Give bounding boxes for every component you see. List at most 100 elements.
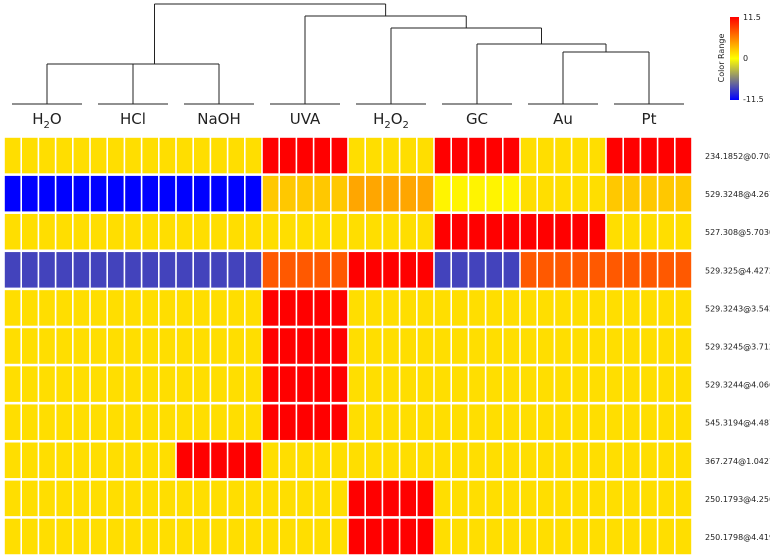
- heatmap-cell: [641, 213, 657, 250]
- heatmap-cell: [486, 252, 502, 288]
- heatmap-cell: [22, 480, 38, 517]
- heatmap-cell: [22, 328, 38, 364]
- row-label: 529.3244@4.06633: [705, 381, 770, 390]
- heatmap-cell: [56, 404, 72, 440]
- heatmap-cell: [555, 328, 571, 364]
- heatmap-cell: [572, 366, 588, 402]
- heatmap-cell: [280, 480, 296, 517]
- heatmap-cell: [503, 480, 520, 517]
- heatmap-cell: [624, 175, 640, 212]
- heatmap-cell: [297, 175, 313, 212]
- heatmap-cell: [383, 366, 399, 402]
- heatmap-cell: [228, 213, 244, 250]
- heatmap-cell: [142, 290, 158, 326]
- heatmap-cell: [572, 137, 588, 174]
- group-label: Au: [553, 110, 573, 128]
- heatmap-cell: [348, 328, 365, 364]
- heatmap-cell: [400, 137, 416, 174]
- heatmap-cell: [4, 290, 21, 326]
- heatmap-cell: [142, 328, 158, 364]
- heatmap-cell: [383, 252, 399, 288]
- heatmap-cell: [624, 480, 640, 517]
- heatmap-cell: [22, 252, 38, 288]
- heatmap-cell: [348, 213, 365, 250]
- heatmap-cell: [400, 175, 416, 212]
- heatmap-cell: [400, 213, 416, 250]
- heatmap-cell: [538, 175, 554, 212]
- group-label: UVA: [290, 110, 321, 128]
- heatmap-cell: [572, 290, 588, 326]
- heatmap-cell: [486, 328, 502, 364]
- heatmap-cell: [331, 518, 348, 555]
- heatmap-cell: [194, 213, 210, 250]
- heatmap-cell: [434, 480, 451, 517]
- heatmap-cell: [211, 480, 227, 517]
- heatmap-cell: [262, 290, 279, 326]
- heatmap-cell: [469, 442, 485, 479]
- heatmap-cell: [417, 442, 434, 479]
- heatmap-cell: [434, 213, 451, 250]
- color-legend: 11.5 0 -11.5 Color Range: [717, 13, 764, 104]
- heatmap-cell: [4, 442, 21, 479]
- heatmap-cell: [469, 213, 485, 250]
- heatmap-cell: [262, 366, 279, 402]
- heatmap-cell: [228, 252, 244, 288]
- heatmap-cell: [262, 328, 279, 364]
- heatmap-cell: [452, 290, 468, 326]
- heatmap-cell: [22, 175, 38, 212]
- heatmap-cell: [675, 404, 692, 440]
- heatmap-cell: [142, 480, 158, 517]
- heatmap-cell: [73, 213, 90, 250]
- heatmap-cell: [211, 213, 227, 250]
- heatmap-cell: [22, 290, 38, 326]
- heatmap-cell: [400, 518, 416, 555]
- heatmap-cell: [125, 213, 141, 250]
- heatmap-cell: [486, 366, 502, 402]
- heatmap-cell: [366, 213, 382, 250]
- heatmap-cell: [383, 175, 399, 212]
- heatmap-cell: [675, 442, 692, 479]
- heatmap-cell: [73, 404, 90, 440]
- heatmap-cell: [4, 328, 21, 364]
- heatmap-cell: [503, 137, 520, 174]
- heatmap-cell: [486, 213, 502, 250]
- heatmap-cell: [469, 328, 485, 364]
- heatmap-cell: [520, 518, 537, 555]
- heatmap-cell: [39, 442, 55, 479]
- heatmap-cell: [159, 442, 176, 479]
- heatmap-cell: [348, 252, 365, 288]
- heatmap-cell: [417, 366, 434, 402]
- colorbar-min-label: -11.5: [743, 95, 764, 104]
- heatmap-cell: [434, 290, 451, 326]
- heatmap-cell: [624, 518, 640, 555]
- heatmap-cell: [125, 290, 141, 326]
- heatmap-cell: [56, 252, 72, 288]
- group-label: Pt: [642, 110, 657, 128]
- heatmap-cell: [606, 252, 623, 288]
- heatmap-cell: [90, 252, 107, 288]
- heatmap-cell: [417, 404, 434, 440]
- heatmap-cell: [314, 366, 330, 402]
- heatmap-cell: [108, 290, 124, 326]
- heatmap-cell: [159, 328, 176, 364]
- heatmap-cell: [641, 175, 657, 212]
- heatmap-cell: [520, 137, 537, 174]
- heatmap-cell: [90, 213, 107, 250]
- heatmap-cell: [314, 442, 330, 479]
- heatmap-cell: [348, 518, 365, 555]
- heatmap-cell: [589, 328, 606, 364]
- heatmap-cell: [22, 404, 38, 440]
- heatmap-cell: [624, 137, 640, 174]
- heatmap-cell: [39, 252, 55, 288]
- heatmap-cell: [452, 175, 468, 212]
- heatmap-cell: [228, 480, 244, 517]
- heatmap-cell: [452, 328, 468, 364]
- heatmap-cell: [176, 252, 193, 288]
- heatmap-cell: [348, 404, 365, 440]
- heatmap-cell: [641, 480, 657, 517]
- heatmap-cell: [400, 366, 416, 402]
- heatmap-cell: [73, 137, 90, 174]
- heatmap-cell: [555, 175, 571, 212]
- heatmap-cell: [56, 518, 72, 555]
